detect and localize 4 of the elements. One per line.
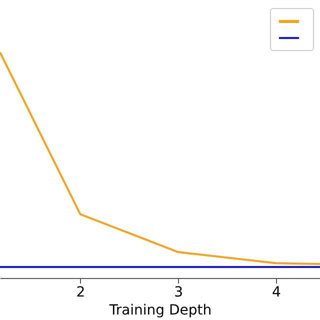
x-tick-label: 4 xyxy=(272,284,281,300)
x-tick-label: 3 xyxy=(174,284,184,300)
x-axis-title: Training Depth xyxy=(108,302,212,318)
x-tick-label: 2 xyxy=(76,284,86,300)
